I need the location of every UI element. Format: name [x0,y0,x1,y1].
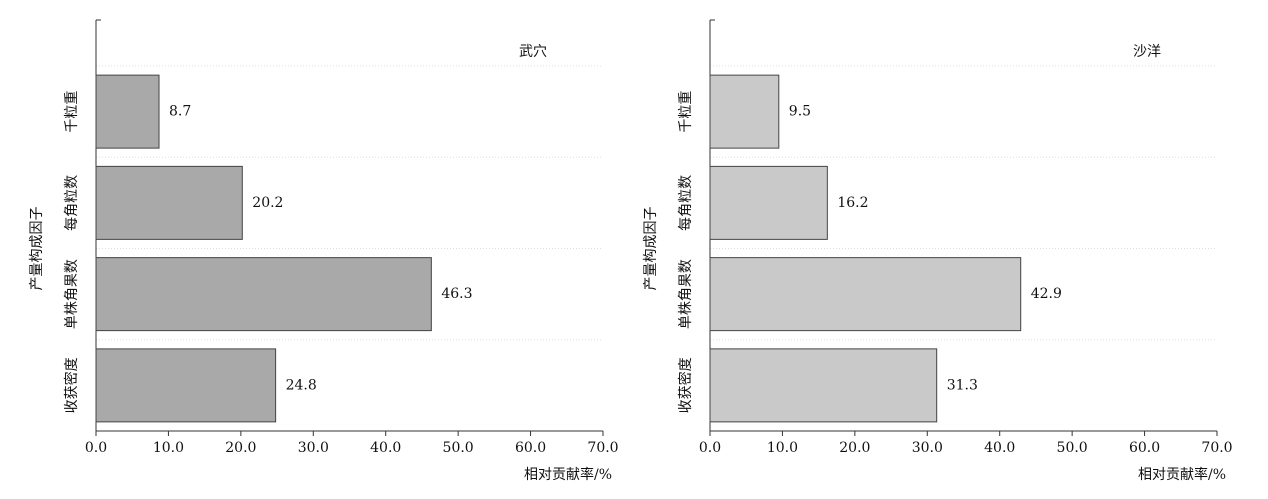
y-tick-label: 单株角果数 [678,259,694,329]
bar [709,257,1022,332]
value-label: 24.8 [286,377,317,393]
bar [95,348,277,423]
value-label: 42.9 [1031,286,1062,302]
bar [95,165,243,240]
x-tick-label: 40.0 [984,440,1015,456]
y-tick-label: 每角粒数 [64,175,80,231]
x-tick-label: 50.0 [1057,440,1088,456]
y-tick-label: 千粒重 [678,91,694,133]
chart-title: 武穴 [519,44,547,60]
x-axis-label: 相对贡献率/% [1138,466,1226,483]
x-tick-label: 20.0 [225,440,256,456]
value-label: 9.5 [789,104,811,120]
x-tick-label: 20.0 [839,440,870,456]
value-label: 8.7 [169,104,191,120]
value-label: 20.2 [252,195,283,211]
x-tick-label: 30.0 [298,440,329,456]
x-tick-label: 10.0 [767,440,798,456]
x-tick-label: 10.0 [153,440,184,456]
x-tick-label: 70.0 [1201,440,1232,456]
bar [709,348,938,423]
x-tick-label: 0.0 [85,440,107,456]
x-tick-label: 70.0 [587,440,618,456]
chart-title: 沙洋 [1133,44,1161,60]
value-label: 46.3 [441,286,472,302]
value-label: 16.2 [837,195,868,211]
y-tick-label: 收获密度 [63,357,80,413]
y-tick-label: 千粒重 [64,91,80,133]
y-axis-label: 产量构成因子 [29,207,45,291]
y-tick-label: 收获密度 [677,357,694,413]
x-tick-label: 40.0 [370,440,401,456]
x-tick-label: 60.0 [1129,440,1160,456]
bar [95,257,432,332]
y-tick-label: 单株角果数 [64,259,80,329]
value-label: 31.3 [947,377,978,393]
y-tick-label: 每角粒数 [678,175,694,231]
x-tick-label: 60.0 [515,440,546,456]
x-tick-label: 30.0 [912,440,943,456]
x-tick-label: 50.0 [443,440,474,456]
bar [95,74,160,149]
x-tick-label: 0.0 [699,440,721,456]
x-axis-label: 相对贡献率/% [524,466,612,483]
bar [709,165,828,240]
y-axis-label: 产量构成因子 [643,207,659,291]
bar [709,74,780,149]
